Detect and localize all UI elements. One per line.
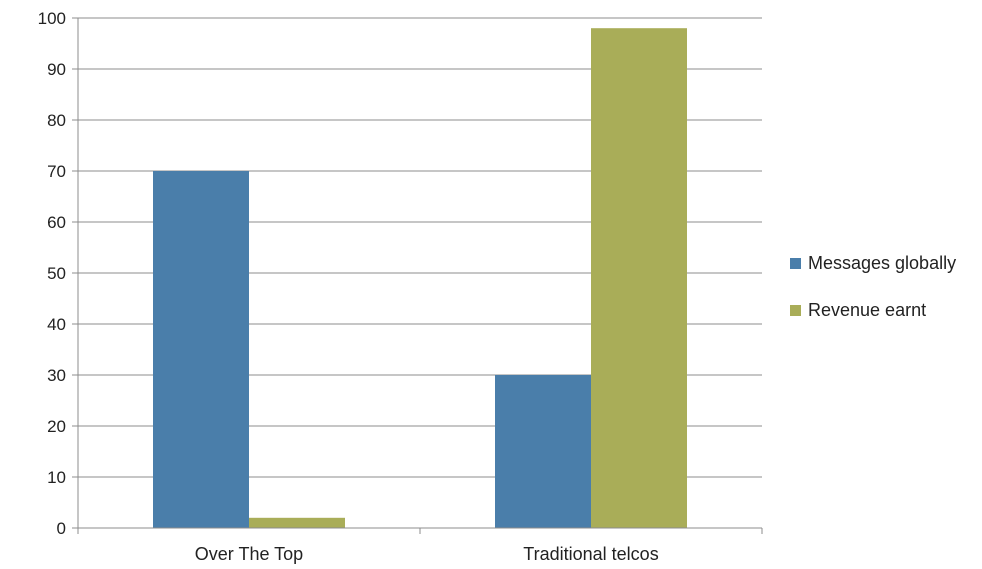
y-tick-label: 20 (47, 417, 66, 436)
y-tick-label: 10 (47, 468, 66, 487)
axes (72, 17, 763, 534)
y-tick-label: 60 (47, 213, 66, 232)
x-category-label: Over The Top (195, 544, 303, 564)
bar-messages-globally-1 (495, 375, 591, 528)
bar-messages-globally-0 (153, 171, 249, 528)
y-tick-label: 80 (47, 111, 66, 130)
x-axis-category-labels: Over The Top Traditional telcos (195, 544, 659, 564)
y-tick-label: 30 (47, 366, 66, 385)
x-category-label: Traditional telcos (523, 544, 658, 564)
legend: Messages globally Revenue earnt (790, 253, 956, 320)
legend-swatch (790, 305, 801, 316)
y-tick-label: 40 (47, 315, 66, 334)
y-tick-label: 50 (47, 264, 66, 283)
legend-swatch (790, 258, 801, 269)
legend-label: Messages globally (808, 253, 956, 273)
y-tick-label: 100 (38, 9, 66, 28)
bar-revenue-earnt-0 (249, 517, 345, 528)
bar-revenue-earnt-1 (591, 28, 687, 528)
y-tick-label: 70 (47, 162, 66, 181)
legend-label: Revenue earnt (808, 300, 926, 320)
y-tick-label: 90 (47, 60, 66, 79)
y-tick-label: 0 (57, 519, 66, 538)
bars (153, 28, 687, 528)
y-axis-tick-labels: 0 10 20 30 40 50 60 70 80 90 100 (38, 9, 66, 538)
